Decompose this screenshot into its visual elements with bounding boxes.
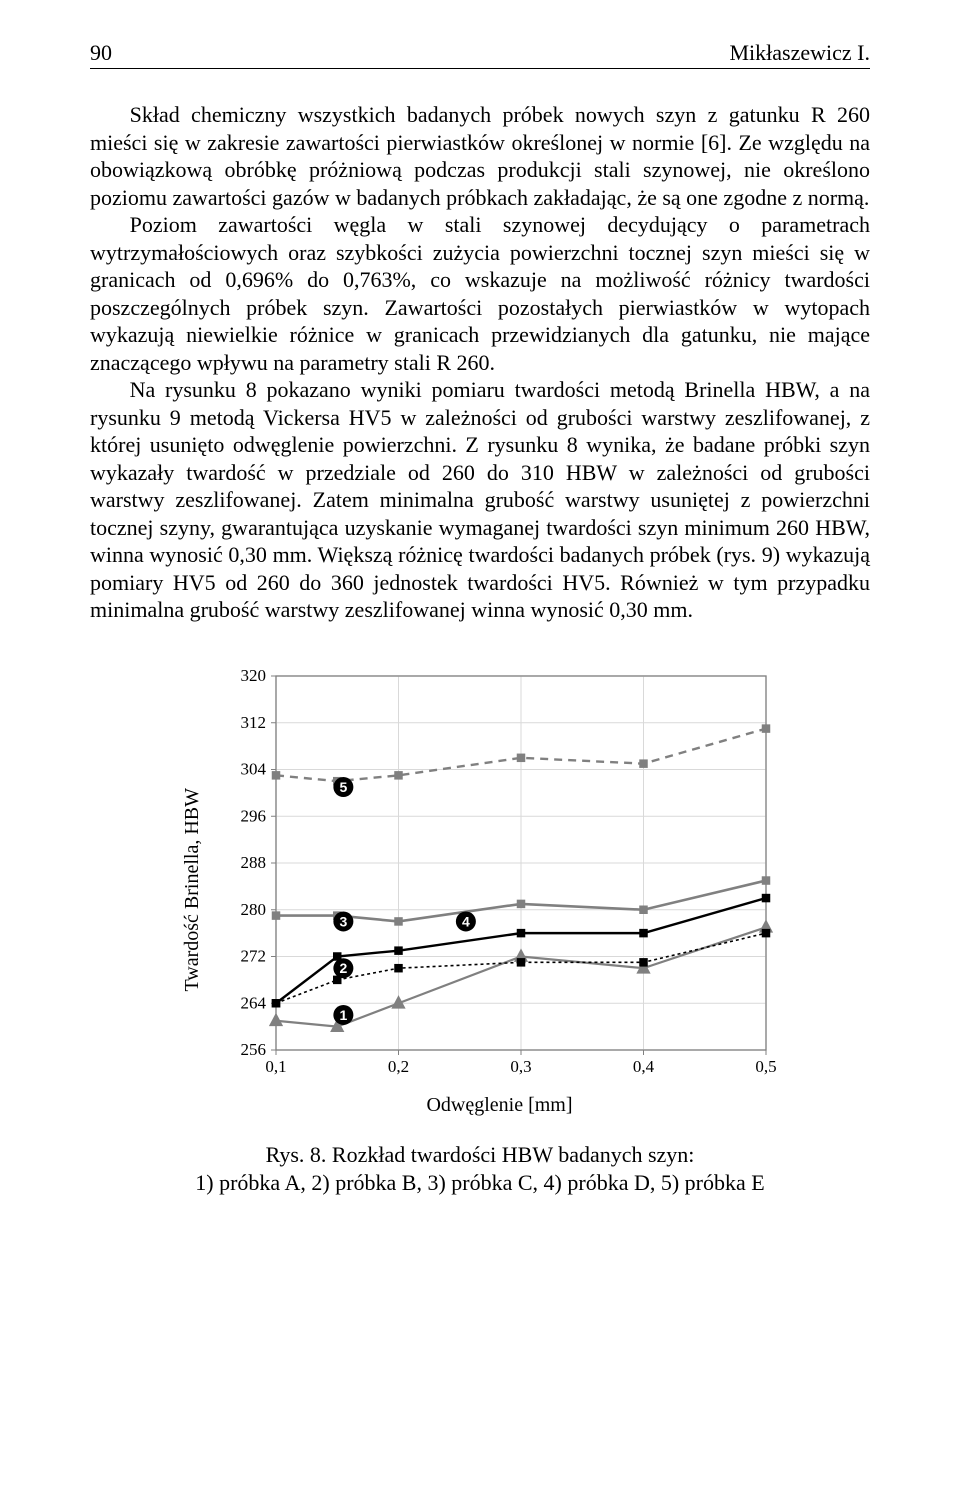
svg-text:320: 320	[240, 666, 266, 685]
svg-text:272: 272	[240, 946, 266, 965]
page-author: Mikłaszewicz I.	[730, 40, 871, 66]
chart-ylabel: Twardość Brinella, HBW	[181, 788, 204, 992]
paragraph-3: Na rysunku 8 pokazano wyniki pomiaru twa…	[90, 376, 870, 624]
svg-text:5: 5	[339, 779, 347, 795]
svg-text:0,4: 0,4	[632, 1057, 654, 1076]
svg-text:0,5: 0,5	[755, 1057, 776, 1076]
paragraph-2: Poziom zawartości węgla w stali szynowej…	[90, 211, 870, 376]
svg-text:288: 288	[240, 853, 266, 872]
article-body: Skład chemiczny wszystkich badanych prób…	[90, 101, 870, 624]
svg-text:3: 3	[339, 913, 347, 929]
svg-text:312: 312	[240, 712, 266, 731]
figure-caption-line1: Rys. 8. Rozkład twardości HBW badanych s…	[195, 1141, 764, 1170]
svg-text:280: 280	[240, 899, 266, 918]
figure-caption-line2: 1) próbka A, 2) próbka B, 3) próbka C, 4…	[195, 1169, 764, 1198]
chart-xlabel: Odwęglenie [mm]	[426, 1094, 572, 1117]
svg-text:0,3: 0,3	[510, 1057, 531, 1076]
svg-text:4: 4	[461, 913, 469, 929]
svg-text:0,2: 0,2	[387, 1057, 408, 1076]
svg-text:256: 256	[240, 1040, 266, 1059]
svg-text:2: 2	[339, 960, 347, 976]
hbw-chart: 2562642722802882963043123200,10,20,30,40…	[220, 664, 780, 1084]
svg-text:0,1: 0,1	[265, 1057, 286, 1076]
page-number: 90	[90, 40, 112, 66]
svg-text:304: 304	[240, 759, 266, 778]
svg-text:296: 296	[240, 806, 266, 825]
paragraph-1: Skład chemiczny wszystkich badanych prób…	[90, 101, 870, 211]
svg-text:1: 1	[339, 1006, 347, 1022]
svg-text:264: 264	[240, 993, 266, 1012]
